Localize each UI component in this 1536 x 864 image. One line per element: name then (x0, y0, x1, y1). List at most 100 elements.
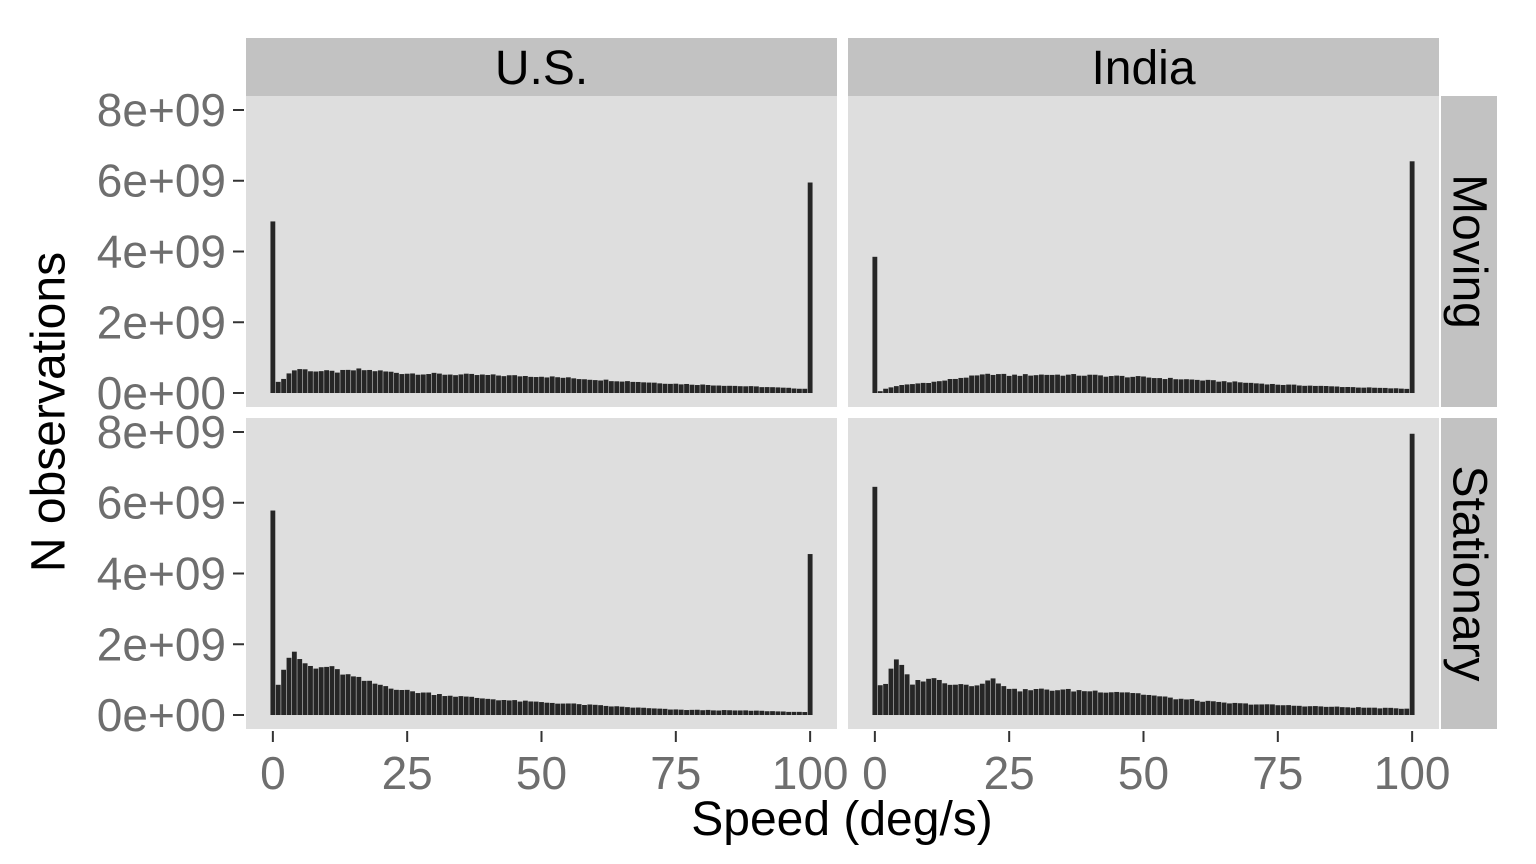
bar-india-stationary-9 (920, 681, 926, 716)
bar-india-moving-44 (1108, 376, 1114, 394)
bar-u-s-stationary-100 (807, 554, 813, 716)
bar-u-s-stationary-56 (571, 703, 577, 716)
bar-india-stationary-8 (915, 680, 921, 716)
x-tick-label-india-3: 75 (1252, 747, 1303, 799)
bar-u-s-stationary-53 (555, 703, 561, 716)
bar-india-stationary-58 (1184, 699, 1189, 716)
bar-india-moving-46 (1119, 375, 1125, 394)
bar-india-stationary-42 (1098, 692, 1103, 716)
bar-u-s-moving-83 (716, 385, 722, 394)
bar-india-moving-45 (1114, 375, 1120, 394)
bar-u-s-moving-80 (700, 384, 706, 394)
bar-india-moving-55 (1167, 377, 1173, 394)
bar-india-stationary-5 (899, 664, 905, 716)
x-tick-label-u-s-4: 100 (772, 747, 849, 799)
bar-u-s-stationary-91 (759, 710, 765, 716)
bar-india-moving-56 (1173, 379, 1179, 394)
bar-india-stationary-91 (1361, 707, 1367, 716)
bar-u-s-moving-15 (351, 370, 356, 394)
bar-u-s-stationary-93 (770, 711, 775, 716)
bar-u-s-moving-34 (453, 375, 458, 394)
bar-india-moving-66 (1227, 382, 1232, 394)
bar-india-moving-29 (1028, 375, 1034, 394)
bar-india-stationary-41 (1092, 690, 1098, 716)
bar-india-stationary-53 (1157, 696, 1163, 716)
bar-u-s-stationary-97 (791, 711, 797, 716)
bar-u-s-moving-24 (399, 374, 405, 394)
bar-u-s-moving-51 (544, 377, 550, 394)
bar-india-stationary-77 (1286, 705, 1291, 716)
bar-u-s-moving-46 (517, 376, 523, 394)
bar-u-s-stationary-76 (678, 709, 684, 716)
bar-u-s-stationary-31 (437, 694, 442, 716)
bar-u-s-moving-84 (721, 385, 727, 394)
bar-u-s-stationary-23 (394, 689, 399, 716)
bar-india-stationary-82 (1313, 706, 1318, 716)
bar-india-moving-49 (1135, 376, 1141, 394)
x-tick-label-u-s-2: 50 (516, 747, 567, 799)
bar-u-s-stationary-96 (786, 711, 792, 716)
bar-u-s-moving-6 (302, 369, 308, 394)
bar-u-s-stationary-22 (388, 688, 394, 716)
bar-u-s-stationary-47 (522, 700, 528, 716)
bar-u-s-stationary-83 (716, 710, 722, 716)
bar-u-s-moving-65 (619, 381, 625, 394)
bar-india-stationary-22 (990, 678, 996, 716)
bar-u-s-stationary-71 (651, 708, 657, 716)
bar-u-s-moving-73 (662, 383, 668, 394)
x-tick-label-u-s-3: 75 (650, 747, 701, 799)
bar-india-moving-6 (904, 384, 910, 394)
bar-india-moving-4 (893, 386, 899, 394)
bar-india-stationary-10 (926, 678, 932, 716)
bar-india-moving-58 (1184, 379, 1189, 394)
bar-india-moving-25 (1006, 375, 1012, 394)
bar-india-moving-40 (1087, 374, 1093, 394)
bar-u-s-moving-54 (560, 377, 566, 394)
bar-u-s-moving-77 (684, 383, 689, 394)
bar-u-s-stationary-37 (469, 696, 475, 716)
bar-india-stationary-61 (1200, 701, 1206, 716)
bar-india-stationary-3 (888, 668, 894, 716)
bar-u-s-stationary-28 (420, 692, 426, 716)
y-tick-label-moving-2: 4e+09 (97, 226, 226, 278)
y-tick-label-moving-1: 2e+09 (97, 296, 226, 348)
bar-india-stationary-60 (1194, 700, 1200, 716)
bar-u-s-stationary-48 (528, 701, 534, 716)
bar-u-s-stationary-4 (291, 651, 297, 716)
bar-u-s-stationary-64 (614, 706, 620, 716)
bar-india-stationary-39 (1081, 691, 1087, 716)
bar-u-s-moving-4 (291, 370, 297, 394)
bar-india-stationary-12 (936, 679, 942, 716)
bar-u-s-stationary-90 (753, 710, 759, 716)
facet-strip-label-stationary: Stationary (1443, 465, 1496, 681)
bar-u-s-moving-96 (786, 387, 792, 394)
bar-india-stationary-14 (947, 684, 953, 716)
bar-india-stationary-17 (963, 684, 969, 716)
bar-india-stationary-67 (1232, 702, 1238, 716)
bar-india-moving-51 (1146, 377, 1152, 394)
bar-u-s-moving-5 (297, 369, 303, 394)
bar-u-s-moving-20 (377, 370, 383, 394)
x-tick-label-u-s-0: 0 (260, 747, 286, 799)
bar-u-s-moving-76 (678, 384, 684, 394)
bar-india-moving-99 (1404, 388, 1410, 394)
bar-india-stationary-48 (1130, 693, 1136, 716)
bar-u-s-stationary-63 (608, 706, 614, 716)
bar-u-s-stationary-86 (732, 710, 738, 716)
bar-u-s-moving-39 (479, 374, 485, 394)
bar-india-moving-33 (1049, 374, 1055, 394)
bar-india-stationary-98 (1398, 708, 1404, 716)
bar-u-s-stationary-14 (345, 674, 351, 716)
bar-u-s-stationary-87 (737, 710, 743, 716)
bar-u-s-stationary-68 (635, 707, 641, 716)
bar-india-stationary-49 (1135, 693, 1141, 716)
bar-india-stationary-15 (953, 684, 958, 716)
bar-india-stationary-51 (1146, 694, 1152, 716)
bar-india-stationary-19 (974, 685, 980, 716)
bar-u-s-moving-33 (447, 374, 453, 394)
bar-india-moving-80 (1302, 385, 1308, 394)
bar-india-stationary-63 (1210, 701, 1216, 716)
bar-u-s-moving-89 (748, 386, 754, 394)
bar-india-stationary-56 (1173, 699, 1179, 716)
